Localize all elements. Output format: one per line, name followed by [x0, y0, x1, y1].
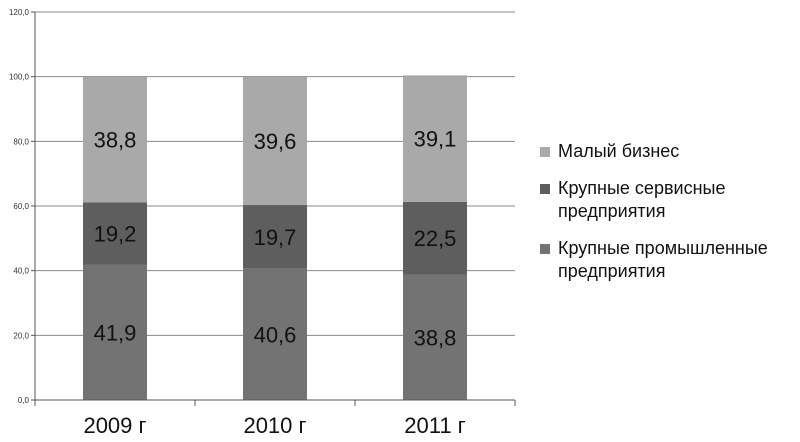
y-tick-label: 80,0 — [13, 137, 29, 146]
legend-label: Крупные сервисные предприятия — [558, 178, 726, 221]
data-label: 19,7 — [254, 225, 297, 250]
y-tick-label: 120,0 — [9, 8, 30, 17]
bar-segment — [243, 205, 307, 269]
bar-segment — [83, 264, 147, 400]
legend: Малый бизнес Крупные сервисные предприят… — [540, 140, 800, 297]
bar-segment — [243, 76, 307, 206]
legend-item-industrial-enterprises: Крупные промышленные предприятия — [540, 237, 800, 283]
y-tick-label: 40,0 — [13, 267, 29, 276]
data-labels: 41,9 19,2 38,8 40,6 19,7 39,6 38,8 22,5 39,1 — [94, 127, 457, 351]
axes: 0,0 20,0 40,0 60,0 80,0 100,0 120,0 2009 г 2010 … — [9, 8, 516, 438]
bar-segment — [403, 75, 467, 202]
bar-segment — [403, 274, 467, 400]
data-label: 39,6 — [254, 129, 297, 154]
legend-label: Малый бизнес — [558, 141, 680, 161]
bars — [83, 75, 467, 400]
x-tick-label: 2011 г — [404, 413, 465, 438]
legend-swatch — [540, 147, 550, 157]
y-tick-label: 60,0 — [13, 202, 29, 211]
data-label: 38,8 — [414, 325, 457, 350]
legend-item-service-enterprises: Крупные сервисные предприятия — [540, 177, 800, 223]
legend-swatch — [540, 244, 550, 254]
y-tick-label: 20,0 — [13, 331, 29, 340]
y-tick-label: 100,0 — [9, 73, 30, 82]
legend-swatch — [540, 184, 550, 194]
legend-item-small-business: Малый бизнес — [540, 140, 800, 163]
x-tick-label: 2010 г — [243, 413, 306, 438]
data-label: 19,2 — [94, 221, 137, 246]
data-label: 41,9 — [94, 320, 137, 345]
data-label: 22,5 — [414, 226, 457, 251]
y-tick-label: 0,0 — [18, 396, 30, 405]
bar-segment — [83, 202, 147, 265]
legend-label: Крупные промышленные предприятия — [558, 238, 768, 281]
bar-segment — [243, 268, 307, 400]
data-label: 38,8 — [94, 128, 137, 153]
bar-segment — [83, 76, 147, 203]
bar-segment — [403, 201, 467, 275]
data-label: 40,6 — [254, 322, 297, 347]
data-label: 39,1 — [414, 127, 457, 152]
x-tick-label: 2009 г — [83, 413, 146, 438]
